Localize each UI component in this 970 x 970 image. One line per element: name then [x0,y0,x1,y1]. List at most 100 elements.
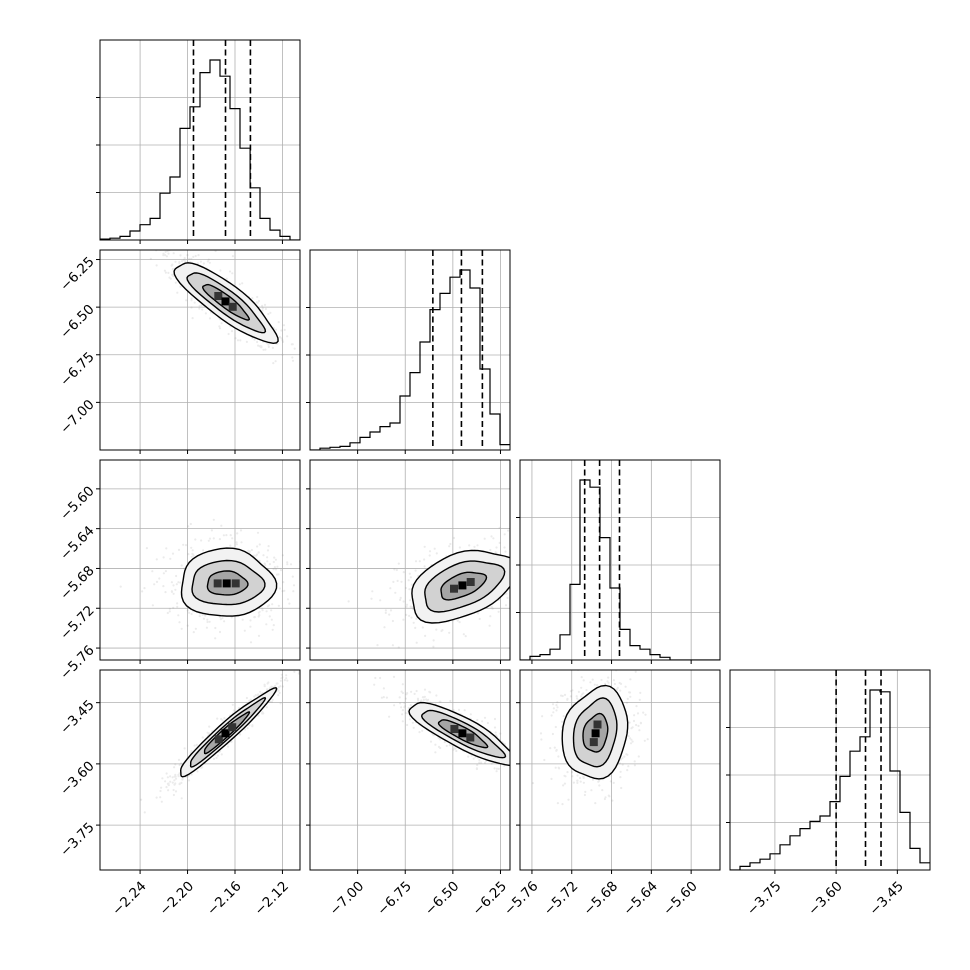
scatter-point [190,257,193,260]
scatter-point [395,568,398,572]
scatter-point [297,665,299,667]
scatter-point [168,610,171,613]
scatter-point [512,773,514,775]
scatter-point [633,760,636,763]
scatter-point [114,232,116,234]
density-core-2-1-2 [466,578,475,586]
scatter-point [478,761,481,764]
scatter-point [416,697,420,700]
scatter-point [541,536,543,538]
contour-level-2-0-2 [206,570,249,596]
scatter-point [174,260,177,263]
scatter-point [514,558,516,560]
scatter-point [596,684,599,687]
scatter-point [414,569,417,572]
scatter-point [190,773,193,776]
contour-level-3-1-1 [420,709,507,759]
scatter-point [514,556,516,558]
scatter-point [180,627,183,630]
scatter-point [513,549,515,551]
scatter-point [400,706,403,709]
scatter-point [160,800,163,803]
scatter-point [208,317,212,320]
scatter-point [257,551,260,554]
scatter-point [510,575,512,577]
scatter-point [170,264,173,267]
scatter-point [178,763,181,767]
panel-frame [729,669,931,871]
scatter-point [256,531,260,534]
scatter-point [382,687,385,690]
scatter-point [604,682,607,685]
scatter-point [606,680,609,683]
scatter-point [448,545,451,548]
scatter-point [291,359,295,362]
scatter-point [591,778,595,781]
scatter-point [371,663,373,665]
x-tick-label-2-3: −5.64 [620,878,661,919]
scatter-point [630,738,633,741]
scatter-point [517,604,519,606]
scatter-point [221,617,224,620]
scatter-point [281,340,285,343]
scatter-point [270,609,273,612]
scatter-point [540,738,543,741]
scatter-point [171,781,174,784]
scatter-point [401,720,404,723]
scatter-point [566,697,569,701]
scatter-point [527,574,529,576]
scatter-point [274,328,278,331]
scatter-point [248,551,251,554]
scatter-point [263,685,266,688]
scatter-point [174,763,177,766]
scatter-point [417,699,420,702]
scatter-point [418,560,421,563]
scatter-point [382,696,385,699]
scatter-point [200,766,203,769]
x-tick-label-0-2: −2.16 [204,878,245,919]
scatter-point [383,626,386,629]
scatter-point [612,679,616,682]
scatter-point [192,255,195,258]
scatter-point [140,798,143,801]
scatter-point [164,254,167,257]
scatter-point [527,789,529,791]
scatter-point [403,702,406,705]
scatter-point [248,699,251,702]
scatter-point [283,589,286,592]
panel-body [100,460,300,660]
panel-body [310,670,537,870]
scatter-point [186,624,189,627]
scatter-point [414,560,418,563]
scatter-point [280,677,283,680]
scatter-point [409,605,412,608]
scatter-point [216,754,219,757]
x-tick-label-2-2: −5.68 [581,878,622,919]
scatter-point [265,623,268,626]
scatter-point [601,789,604,792]
scatter-point [413,692,416,696]
scatter-point [493,717,497,721]
scatter-point [535,767,537,769]
scatter-point [557,766,560,769]
scatter-point [172,274,175,278]
scatter-point [271,628,274,631]
scatter-point [231,272,234,275]
scatter-point [526,557,528,559]
panel-body [520,670,720,870]
scatter-point [417,574,420,577]
scatter-point [266,605,269,608]
scatter-point [241,282,244,285]
scatter-point [402,571,405,574]
scatter-point [620,786,623,790]
scatter-point [181,260,184,263]
scatter-point [232,709,235,712]
scatter-point [191,549,194,552]
scatter-point [512,550,514,552]
scatter-point [464,635,467,638]
y-tick-label-3-2: −3.45 [57,697,98,738]
scatter-point [216,717,219,720]
scatter-point [557,755,560,758]
scatter-point [493,726,497,729]
scatter-point [525,746,527,748]
